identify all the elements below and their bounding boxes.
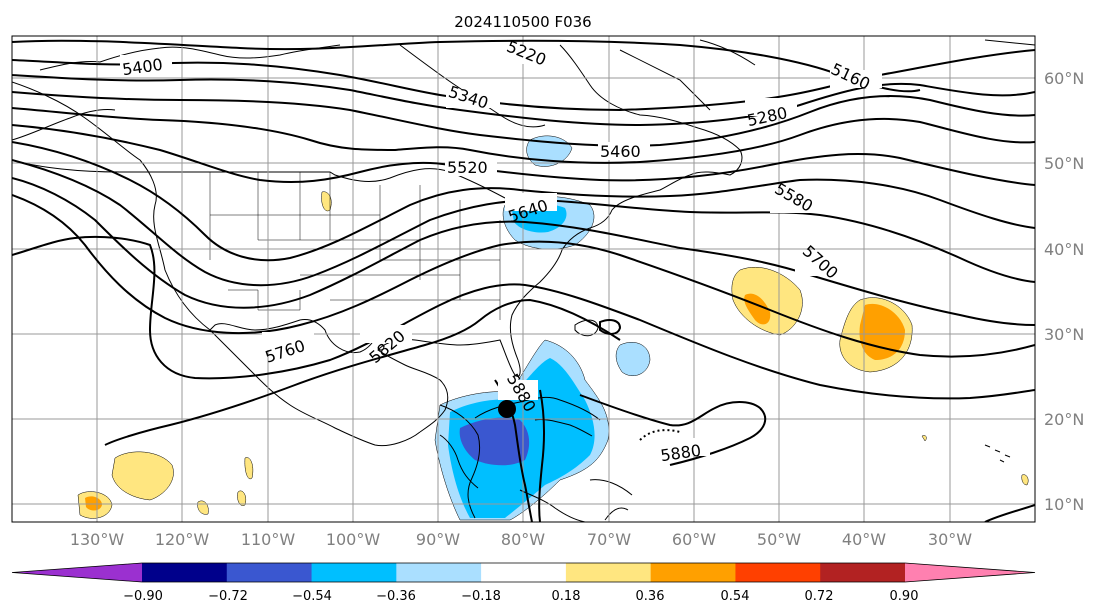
colorbar-segment <box>311 563 397 582</box>
colorbar-segment <box>735 563 821 582</box>
contour-label-5460: 5460 <box>600 142 641 161</box>
lon-label: 130°W <box>70 530 125 549</box>
shade-atl-pos1 <box>731 266 803 336</box>
gridlines <box>12 36 1035 522</box>
lon-label: 120°W <box>155 530 210 549</box>
storm-center-marker <box>498 400 516 418</box>
colorbar-segment <box>226 563 313 582</box>
contour-label-5520: 5520 <box>447 158 488 177</box>
colorbar-tick: −0.36 <box>376 589 416 604</box>
lon-label: 110°W <box>241 530 296 549</box>
map-title: 2024110500 F036 <box>454 13 591 31</box>
lat-label: 20°N <box>1044 410 1084 429</box>
lat-label: 30°N <box>1044 325 1084 344</box>
colorbar-tick: −0.18 <box>461 589 501 604</box>
map-frame <box>11 35 1036 523</box>
colorbar-tick: 0.90 <box>890 589 919 604</box>
lon-label: 50°W <box>757 530 801 549</box>
lon-label: 40°W <box>842 530 886 549</box>
colorbar-segment <box>481 563 567 582</box>
lat-label: 10°N <box>1044 495 1084 514</box>
lon-label: 60°W <box>672 530 716 549</box>
latitude-labels: 60°N 50°N 40°N 30°N 20°N 10°N <box>1044 69 1084 514</box>
shade-caribbean-dark <box>459 417 530 466</box>
lon-label: 30°W <box>928 530 972 549</box>
shade-pac-pos1 <box>111 451 174 501</box>
colorbar-tick: 0.36 <box>636 589 665 604</box>
colorbar <box>11 562 1036 583</box>
height-contours <box>12 39 1035 522</box>
lon-label: 90°W <box>416 530 460 549</box>
colorbar-segment <box>396 563 482 582</box>
map-panel: 5400 5220 5340 5280 5160 5460 5520 5640 … <box>12 36 1035 522</box>
lon-label: 70°W <box>587 530 631 549</box>
colorbar-extend-high <box>905 563 1035 582</box>
colorbar-tick: −0.90 <box>123 589 163 604</box>
lat-label: 40°N <box>1044 240 1084 259</box>
colorbar-tick: −0.72 <box>208 589 248 604</box>
lon-label: 100°W <box>326 530 381 549</box>
shade-pac-pos2-orange <box>85 496 102 511</box>
colorbar-tick: 0.18 <box>552 589 581 604</box>
shade-atl-pos2-orange <box>859 303 905 360</box>
lat-label: 50°N <box>1044 154 1084 173</box>
lat-label: 60°N <box>1044 69 1084 88</box>
colorbar-segment <box>820 563 906 582</box>
colorbar-tick: −0.54 <box>292 589 332 604</box>
colorbar-segment <box>565 563 652 582</box>
shade-atl-small <box>615 342 651 376</box>
colorbar-outline <box>11 562 1036 583</box>
colorbar-tick: 0.72 <box>805 589 834 604</box>
colorbar-segment <box>142 563 228 582</box>
colorbar-extend-low <box>12 563 142 582</box>
colorbar-tick: 0.54 <box>721 589 750 604</box>
colorbar-ticks: −0.90 −0.72 −0.54 −0.36 −0.18 0.18 0.36 … <box>123 589 918 604</box>
longitude-labels: 130°W 120°W 110°W 100°W 90°W 80°W 70°W 6… <box>70 530 972 549</box>
lon-label: 80°W <box>501 530 545 549</box>
colorbar-segment <box>650 563 736 582</box>
